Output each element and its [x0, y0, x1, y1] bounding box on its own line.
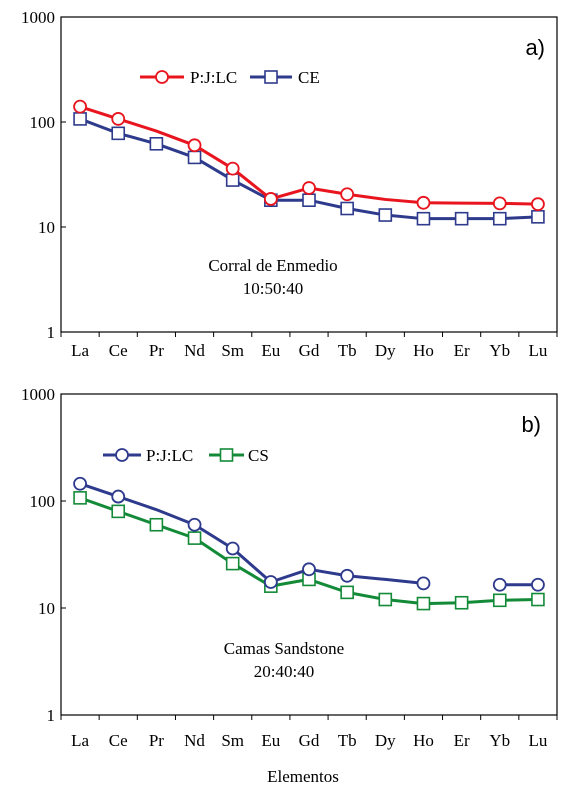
- x-tick-label: Nd: [184, 731, 205, 750]
- x-tick-label: Pr: [149, 731, 164, 750]
- x-tick-label: Gd: [299, 341, 320, 360]
- x-tick-label: Ce: [109, 731, 128, 750]
- x-tick-label: Yb: [489, 341, 510, 360]
- x-tick-label: Ho: [413, 341, 434, 360]
- data-point-cs-ho: [416, 596, 431, 611]
- plot-frame-2: [60, 393, 558, 716]
- legend-marker: [264, 70, 278, 84]
- x-tick-label: Gd: [299, 731, 320, 750]
- data-point-ce-nd: [187, 150, 202, 165]
- data-point-pjlc-yb: [492, 577, 507, 592]
- data-point-pjlc-ce: [111, 489, 126, 504]
- data-point-ce-ho: [416, 211, 431, 226]
- data-point-pjlc-lu: [531, 197, 545, 212]
- data-point-pjlc-eu: [263, 192, 278, 206]
- data-point-cs-lu: [531, 592, 545, 607]
- panel-label: b): [521, 412, 541, 437]
- legend-label: CE: [298, 68, 320, 87]
- mixing-ratio-annotation: 10:50:40: [243, 279, 303, 298]
- data-point-pjlc-eu: [263, 575, 278, 589]
- data-point-ce-er: [454, 211, 469, 226]
- legend-label: CS: [248, 446, 269, 465]
- x-tick-label: Er: [454, 341, 470, 360]
- x-tick-label: Eu: [261, 341, 280, 360]
- series-line-cs: [79, 496, 538, 606]
- data-point-pjlc-la: [73, 99, 87, 114]
- data-point-ce-lu: [531, 210, 545, 224]
- y-tick-label: 10: [38, 599, 55, 618]
- y-tick-label: 1: [47, 706, 56, 725]
- x-tick-label: Tb: [338, 341, 357, 360]
- data-point-cs-er: [454, 595, 469, 610]
- data-point-cs-pr: [149, 517, 164, 532]
- x-tick-label: Lu: [528, 341, 547, 360]
- data-point-ce-ce: [111, 126, 126, 141]
- site-annotation: Corral de Enmedio: [208, 256, 337, 275]
- x-tick-label: La: [71, 341, 89, 360]
- data-point-ce-yb: [492, 211, 507, 226]
- y-tick-label: 1: [47, 323, 56, 342]
- y-tick-label: 100: [30, 113, 56, 132]
- data-point-pjlc-gd: [302, 562, 316, 577]
- x-tick-label: Yb: [489, 731, 510, 750]
- x-tick-label: Dy: [375, 341, 396, 360]
- data-point-ce-dy: [378, 208, 393, 222]
- legend-marker: [219, 448, 234, 462]
- data-point-pjlc-nd: [187, 138, 202, 153]
- mixing-ratio-annotation: 20:40:40: [254, 662, 314, 681]
- data-point-pjlc-sm: [225, 161, 240, 176]
- x-tick-label: Ho: [413, 731, 434, 750]
- legend-marker: [115, 448, 129, 462]
- legend-label: P:J:LC: [146, 446, 193, 465]
- x-tick-label: Dy: [375, 731, 396, 750]
- data-point-cs-nd: [187, 531, 202, 545]
- x-tick-label: Nd: [184, 341, 205, 360]
- y-tick-label: 1000: [21, 8, 55, 27]
- data-point-ce-sm: [225, 173, 240, 187]
- data-point-pjlc-gd: [302, 181, 316, 195]
- data-point-pjlc-yb: [492, 196, 507, 211]
- data-point-pjlc-lu: [531, 577, 545, 592]
- data-point-cs-la: [73, 491, 87, 505]
- x-tick-label: Sm: [221, 341, 244, 360]
- data-point-pjlc-ho: [416, 576, 431, 591]
- data-point-ce-la: [73, 112, 87, 126]
- x-tick-label: Lu: [528, 731, 547, 750]
- x-tick-label: Ce: [109, 341, 128, 360]
- data-point-cs-sm: [225, 556, 240, 571]
- data-point-cs-ce: [111, 504, 126, 519]
- panel-label: a): [525, 35, 545, 60]
- site-annotation: Camas Sandstone: [224, 639, 344, 658]
- x-tick-label: Sm: [221, 731, 244, 750]
- data-point-pjlc-ce: [111, 112, 126, 126]
- y-tick-label: 1000: [21, 385, 55, 404]
- x-tick-label: Pr: [149, 341, 164, 360]
- x-tick-label: Er: [454, 731, 470, 750]
- data-point-pjlc-la: [73, 476, 87, 491]
- y-tick-label: 100: [30, 492, 56, 511]
- data-point-pjlc-ho: [416, 195, 431, 210]
- series-line-pjlc: [79, 482, 424, 585]
- legend-label: P:J:LC: [190, 68, 237, 87]
- data-point-pjlc-nd: [187, 517, 202, 532]
- x-tick-label: La: [71, 731, 89, 750]
- data-point-cs-dy: [378, 592, 393, 607]
- data-point-ce-tb: [340, 201, 354, 216]
- data-point-ce-gd: [302, 193, 316, 207]
- data-point-ce-pr: [149, 136, 164, 151]
- data-point-pjlc-tb: [340, 568, 355, 583]
- data-point-cs-tb: [340, 585, 354, 600]
- data-point-cs-yb: [492, 593, 507, 608]
- data-point-pjlc-sm: [225, 541, 240, 556]
- y-tick-label: 10: [38, 218, 55, 237]
- plot-frame-1: [60, 16, 558, 333]
- x-tick-label: Tb: [338, 731, 357, 750]
- legend-marker: [155, 70, 169, 84]
- data-point-pjlc-tb: [340, 187, 355, 202]
- x-axis-label: Elementos: [267, 767, 339, 786]
- x-tick-label: Eu: [261, 731, 280, 750]
